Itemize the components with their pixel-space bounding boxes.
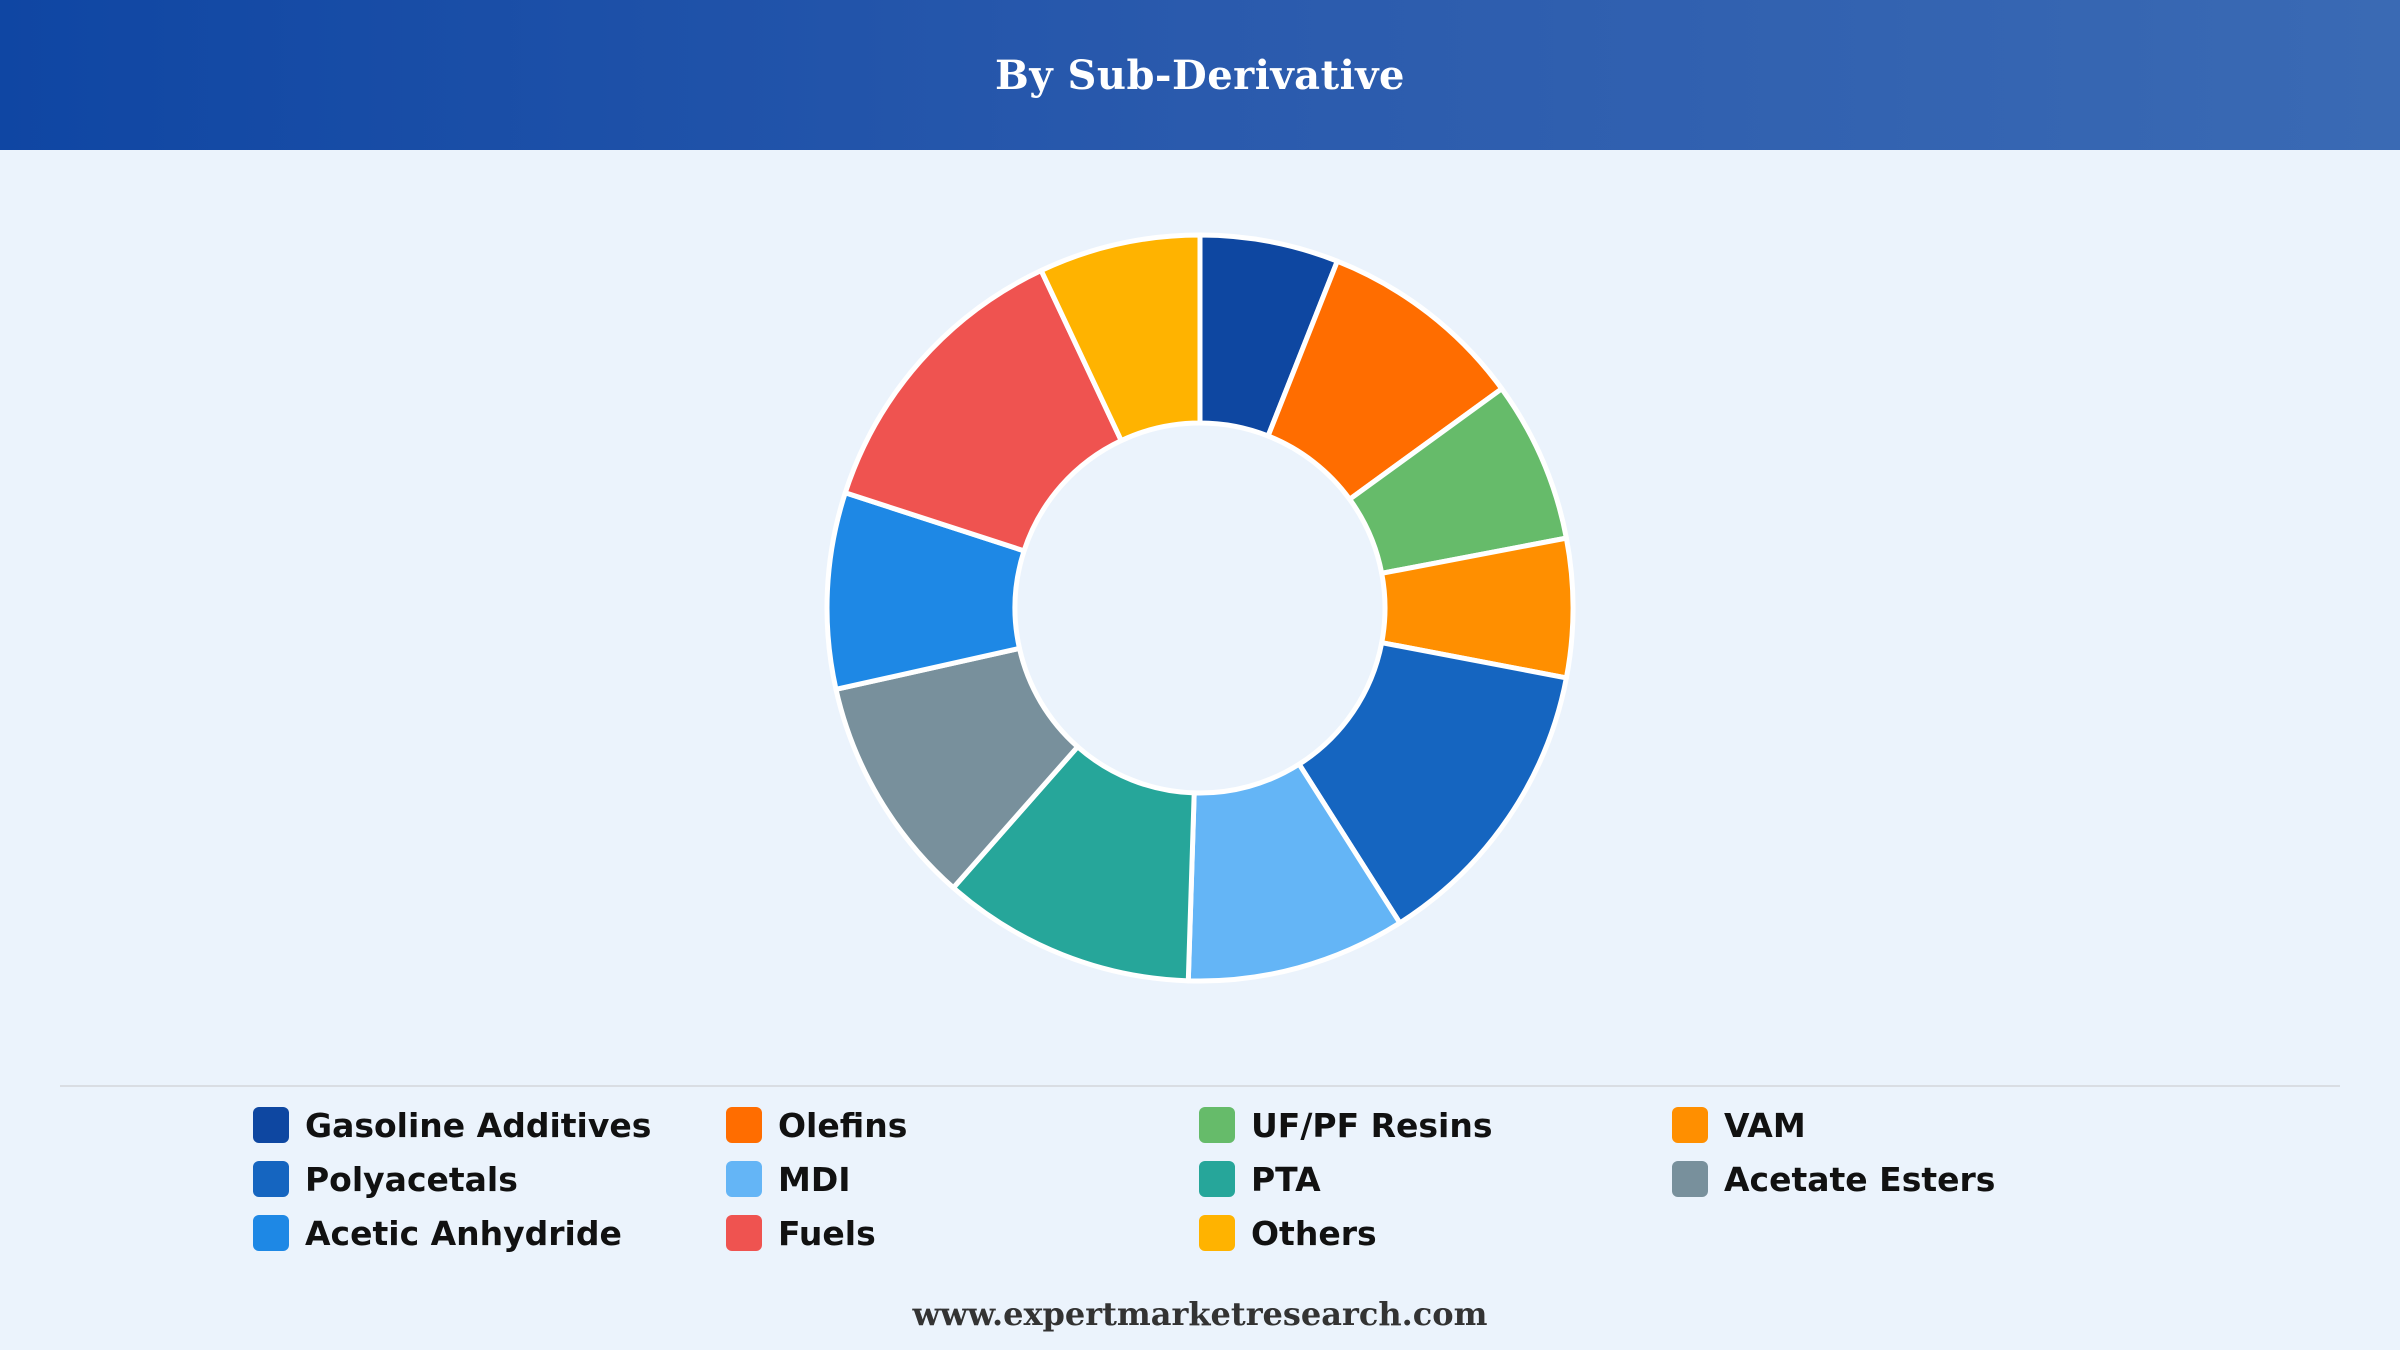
legend-item-fuels[interactable]: Fuels [726,1206,1199,1260]
legend-item-olefins[interactable]: Olefins [726,1098,1199,1152]
legend-item-gasoline-additives[interactable]: Gasoline Additives [253,1098,726,1152]
legend-item-uf-pf-resins[interactable]: UF/PF Resins [1199,1098,1672,1152]
legend-label: VAM [1724,1105,1806,1145]
donut-slice-pta[interactable] [950,744,1197,984]
legend-swatch [1672,1161,1708,1197]
legend-swatch [1199,1107,1235,1143]
header-banner: By Sub-Derivative [0,0,2400,150]
legend-swatch [1199,1161,1235,1197]
footer-url: www.expertmarketresearch.com [912,1295,1488,1333]
legend-label: Acetate Esters [1724,1159,1996,1199]
chart-area [0,150,2400,1070]
legend-divider [60,1085,2340,1087]
legend-label: Others [1251,1213,1377,1253]
legend-item-pta[interactable]: PTA [1199,1152,1672,1206]
legend-item-vam[interactable]: VAM [1672,1098,2145,1152]
legend-label: MDI [778,1159,851,1199]
legend-item-polyacetals[interactable]: Polyacetals [253,1152,726,1206]
legend-swatch [726,1161,762,1197]
legend-label: Acetic Anhydride [305,1213,622,1253]
legend-label: Fuels [778,1213,876,1253]
legend-swatch [253,1215,289,1251]
donut-slice-polyacetals[interactable] [1296,640,1569,926]
legend-swatch [726,1107,762,1143]
legend-label: Gasoline Additives [305,1105,652,1145]
donut-slice-fuels[interactable] [842,268,1124,554]
legend-item-mdi[interactable]: MDI [726,1152,1199,1206]
legend-label: PTA [1251,1159,1321,1199]
legend-item-acetate-esters[interactable]: Acetate Esters [1672,1152,2145,1206]
legend-swatch [726,1215,762,1251]
legend-swatch [253,1107,289,1143]
legend-label: UF/PF Resins [1251,1105,1493,1145]
legend-item-acetic-anhydride[interactable]: Acetic Anhydride [253,1206,726,1260]
chart-legend: Gasoline Additives Olefins UF/PF Resins VAM… [253,1098,2145,1260]
legend-label: Olefins [778,1105,908,1145]
legend-swatch [1199,1215,1235,1251]
legend-label: Polyacetals [305,1159,518,1199]
chart-title: By Sub-Derivative [995,51,1405,99]
legend-item-others[interactable]: Others [1199,1206,1672,1260]
legend-swatch [1672,1107,1708,1143]
donut-chart [824,232,1576,984]
legend-swatch [253,1161,289,1197]
donut-slice-others[interactable] [1038,232,1203,444]
